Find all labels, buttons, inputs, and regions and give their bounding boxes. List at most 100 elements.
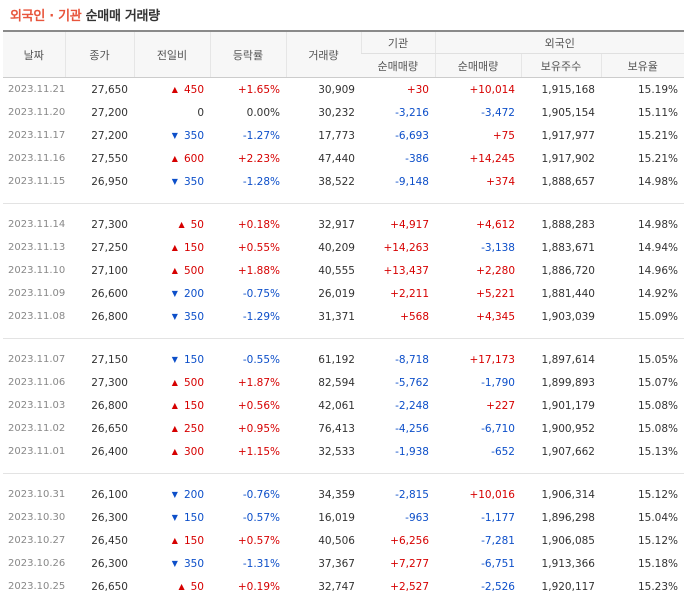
cell-ratio: 15.07% [601, 371, 684, 394]
cell-ratio: 15.05% [601, 348, 684, 371]
cell-change: ▼ 350 [134, 305, 210, 328]
cell-holdings: 1,913,366 [521, 552, 601, 575]
cell-holdings: 1,903,039 [521, 305, 601, 328]
cell-change: ▲250 [134, 417, 210, 440]
cell-volume: 40,506 [286, 529, 361, 552]
cell-date: 2023.11.02 [3, 417, 65, 440]
cell-change: ▲150 [134, 394, 210, 417]
cell-volume: 16,019 [286, 506, 361, 529]
cell-date: 2023.11.17 [3, 124, 65, 147]
cell-foreign-net: -2,526 [435, 575, 521, 598]
cell-institution-net: +2,527 [361, 575, 435, 598]
change-value: 350 [184, 311, 204, 323]
cell-date: 2023.10.25 [3, 575, 65, 598]
triangle-up-icon: ▲ [172, 378, 178, 387]
cell-foreign-net: +10,016 [435, 483, 521, 506]
header-change: 전일비 [134, 31, 210, 78]
cell-change: ▼150 [134, 348, 210, 371]
cell-foreign-net: -3,138 [435, 236, 521, 259]
cell-close: 27,650 [65, 78, 134, 102]
triangle-down-icon: ▼ [172, 177, 178, 186]
cell-foreign-net: -652 [435, 440, 521, 463]
triangle-up-icon: ▲ [172, 401, 178, 410]
triangle-down-icon: ▼ [172, 490, 178, 499]
header-holdings: 보유주수 [521, 54, 601, 78]
cell-ratio: 15.12% [601, 529, 684, 552]
triangle-down-icon: ▼ [172, 312, 178, 321]
change-value: 150 [184, 242, 204, 254]
cell-holdings: 1,883,671 [521, 236, 601, 259]
change-value: 200 [184, 288, 204, 300]
cell-foreign-net: +4,345 [435, 305, 521, 328]
cell-date: 2023.11.20 [3, 101, 65, 124]
cell-rate: +1.15% [210, 440, 286, 463]
group-spacer [3, 339, 684, 348]
cell-volume: 30,232 [286, 101, 361, 124]
cell-institution-net: -4,256 [361, 417, 435, 440]
cell-holdings: 1,906,085 [521, 529, 601, 552]
cell-rate: +0.18% [210, 213, 286, 236]
cell-close: 27,300 [65, 371, 134, 394]
cell-close: 26,100 [65, 483, 134, 506]
cell-date: 2023.11.21 [3, 78, 65, 102]
triangle-up-icon: ▲ [172, 266, 178, 275]
group-spacer [3, 328, 684, 339]
cell-holdings: 1,901,179 [521, 394, 601, 417]
cell-close: 26,600 [65, 282, 134, 305]
cell-holdings: 1,917,977 [521, 124, 601, 147]
cell-close: 26,400 [65, 440, 134, 463]
cell-institution-net: +14,263 [361, 236, 435, 259]
cell-foreign-net: -1,790 [435, 371, 521, 394]
header-institution-net: 순매매량 [361, 54, 435, 78]
cell-volume: 32,747 [286, 575, 361, 598]
cell-close: 27,250 [65, 236, 134, 259]
cell-date: 2023.11.09 [3, 282, 65, 305]
triangle-up-icon: ▲ [178, 220, 184, 229]
triangle-down-icon: ▼ [172, 355, 178, 364]
change-value: 250 [184, 423, 204, 435]
cell-volume: 38,522 [286, 170, 361, 193]
cell-rate: -0.55% [210, 348, 286, 371]
cell-foreign-net: -7,281 [435, 529, 521, 552]
cell-ratio: 15.12% [601, 483, 684, 506]
cell-change: ▼200 [134, 483, 210, 506]
cell-close: 27,300 [65, 213, 134, 236]
cell-holdings: 1,886,720 [521, 259, 601, 282]
cell-date: 2023.10.31 [3, 483, 65, 506]
cell-ratio: 15.09% [601, 305, 684, 328]
header-institution-group: 기관 [361, 31, 435, 54]
cell-close: 26,300 [65, 506, 134, 529]
header-foreign-net: 순매매량 [435, 54, 521, 78]
cell-rate: -1.31% [210, 552, 286, 575]
triangle-up-icon: ▲ [172, 536, 178, 545]
cell-holdings: 1,899,893 [521, 371, 601, 394]
cell-change: ▼200 [134, 282, 210, 305]
cell-date: 2023.11.10 [3, 259, 65, 282]
cell-holdings: 1,905,154 [521, 101, 601, 124]
cell-foreign-net: -1,177 [435, 506, 521, 529]
cell-foreign-net: +374 [435, 170, 521, 193]
cell-rate: +1.88% [210, 259, 286, 282]
cell-change: ▲150 [134, 236, 210, 259]
triangle-up-icon: ▲ [172, 85, 178, 94]
cell-foreign-net: -3,472 [435, 101, 521, 124]
cell-institution-net: -8,718 [361, 348, 435, 371]
cell-ratio: 14.98% [601, 213, 684, 236]
cell-holdings: 1,881,440 [521, 282, 601, 305]
cell-foreign-net: +75 [435, 124, 521, 147]
triangle-up-icon: ▲ [172, 447, 178, 456]
cell-volume: 82,594 [286, 371, 361, 394]
header-rate: 등락률 [210, 31, 286, 78]
cell-rate: +1.65% [210, 78, 286, 102]
cell-close: 27,200 [65, 124, 134, 147]
